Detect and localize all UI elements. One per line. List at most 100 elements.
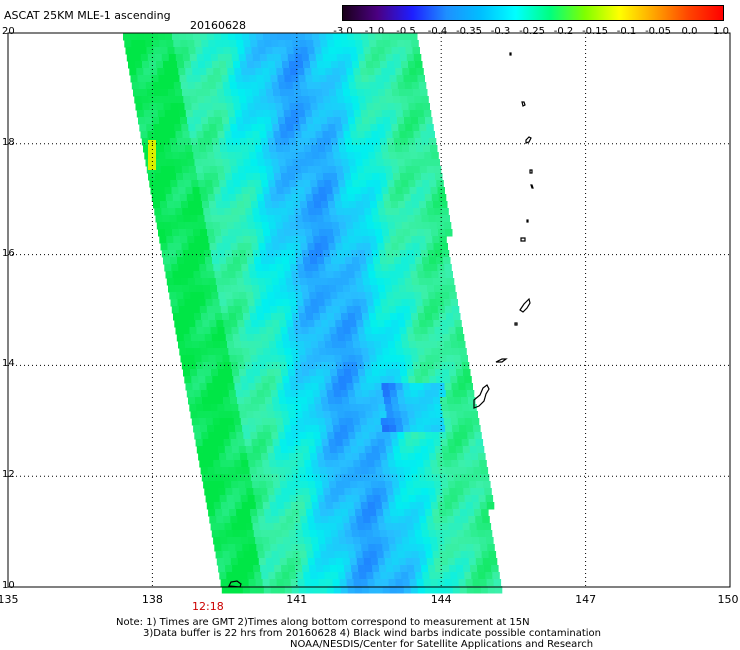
swath-cell — [410, 348, 418, 356]
swath-cell — [277, 425, 285, 433]
swath-cell — [219, 376, 227, 384]
swath-cell — [244, 439, 253, 447]
swath-cell — [333, 33, 341, 41]
swath-cell — [289, 299, 297, 307]
swath-cell — [250, 313, 258, 321]
swath-cell — [294, 250, 303, 258]
swath-cell — [325, 187, 333, 195]
swath-cell — [412, 558, 421, 566]
swath-cell — [431, 152, 439, 160]
swath-cell — [401, 376, 409, 384]
swath-cell — [295, 369, 303, 377]
swath-cell — [377, 243, 385, 251]
swath-cell — [370, 439, 379, 447]
swath-cell — [352, 103, 360, 111]
swath-cell — [205, 453, 213, 461]
swath-cell — [252, 327, 260, 335]
swath-cell — [324, 572, 332, 580]
swath-cell — [288, 96, 296, 104]
swath-cell — [415, 299, 423, 307]
swath-cell — [489, 558, 498, 566]
swath-cell — [350, 250, 359, 258]
swath-cell — [216, 320, 224, 328]
swath-cell — [218, 565, 226, 573]
swath-cell — [368, 586, 377, 594]
swath-cell — [233, 418, 242, 426]
swath-cell — [184, 61, 192, 69]
swath-cell — [439, 278, 448, 286]
swath-cell — [356, 166, 365, 174]
swath-cell — [410, 33, 418, 41]
swath-cell — [381, 110, 390, 118]
swath-cell — [387, 61, 395, 69]
swath-cell — [327, 474, 336, 482]
swath-cell — [158, 33, 166, 41]
swath-cell — [216, 397, 224, 405]
swath-cell — [361, 425, 369, 433]
swath-cell — [212, 299, 220, 307]
swath-cell — [165, 194, 174, 202]
swath-cell — [383, 551, 392, 559]
swath-cell — [268, 257, 276, 265]
swath-cell — [234, 68, 242, 76]
swath-cell — [437, 264, 445, 272]
swath-cell — [394, 61, 402, 69]
swath-cell — [166, 82, 175, 90]
swath-cell — [302, 411, 310, 419]
swath-cell — [211, 334, 220, 342]
swath-cell — [238, 250, 247, 258]
swath-cell — [227, 502, 236, 510]
swath-cell — [201, 82, 210, 90]
swath-cell — [240, 453, 248, 461]
swath-cell — [181, 243, 189, 251]
swath-cell — [410, 390, 419, 398]
swath-cell — [441, 481, 449, 489]
swath-cell — [282, 453, 290, 461]
swath-cell — [312, 544, 320, 552]
swath-cell — [403, 152, 411, 160]
swath-cell — [390, 474, 399, 482]
swath-cell — [265, 439, 274, 447]
swath-cell — [191, 103, 199, 111]
island-outline — [530, 184, 534, 189]
swath-cell — [311, 68, 319, 76]
swath-cell — [294, 208, 302, 216]
swath-cell — [386, 488, 394, 496]
swath-cell — [224, 327, 232, 335]
swath-cell — [366, 453, 374, 461]
swath-cell — [261, 61, 269, 69]
swath-cell — [375, 467, 384, 475]
swath-cell — [182, 327, 190, 335]
swath-cell — [310, 418, 319, 426]
swath-cell — [294, 327, 302, 335]
swath-cell — [227, 187, 235, 195]
swath-cell — [311, 383, 319, 391]
swath-cell — [250, 236, 258, 244]
swath-cell — [261, 103, 269, 111]
swath-cell — [359, 376, 367, 384]
swath-cell — [214, 75, 222, 83]
swath-cell — [229, 551, 238, 559]
swath-cell — [351, 215, 359, 223]
swath-cell — [226, 376, 234, 384]
swath-cell — [213, 460, 221, 468]
swath-cell — [260, 96, 268, 104]
swath-cell — [484, 565, 492, 573]
swath-cell — [249, 194, 258, 202]
swath-cell — [305, 229, 313, 237]
swath-cell — [288, 411, 296, 419]
swath-cell — [369, 432, 377, 440]
swath-cell — [419, 243, 427, 251]
swath-cell — [200, 425, 208, 433]
swath-cell — [403, 194, 412, 202]
swath-cell — [286, 243, 294, 251]
swath-cell — [326, 348, 334, 356]
swath-cell — [433, 362, 442, 370]
swath-cell — [263, 425, 271, 433]
swath-cell — [280, 285, 288, 293]
swath-cell — [286, 47, 294, 55]
swath-cell — [451, 537, 459, 545]
swath-cell — [220, 306, 229, 314]
swath-cell — [371, 523, 380, 531]
swath-cell — [450, 453, 458, 461]
